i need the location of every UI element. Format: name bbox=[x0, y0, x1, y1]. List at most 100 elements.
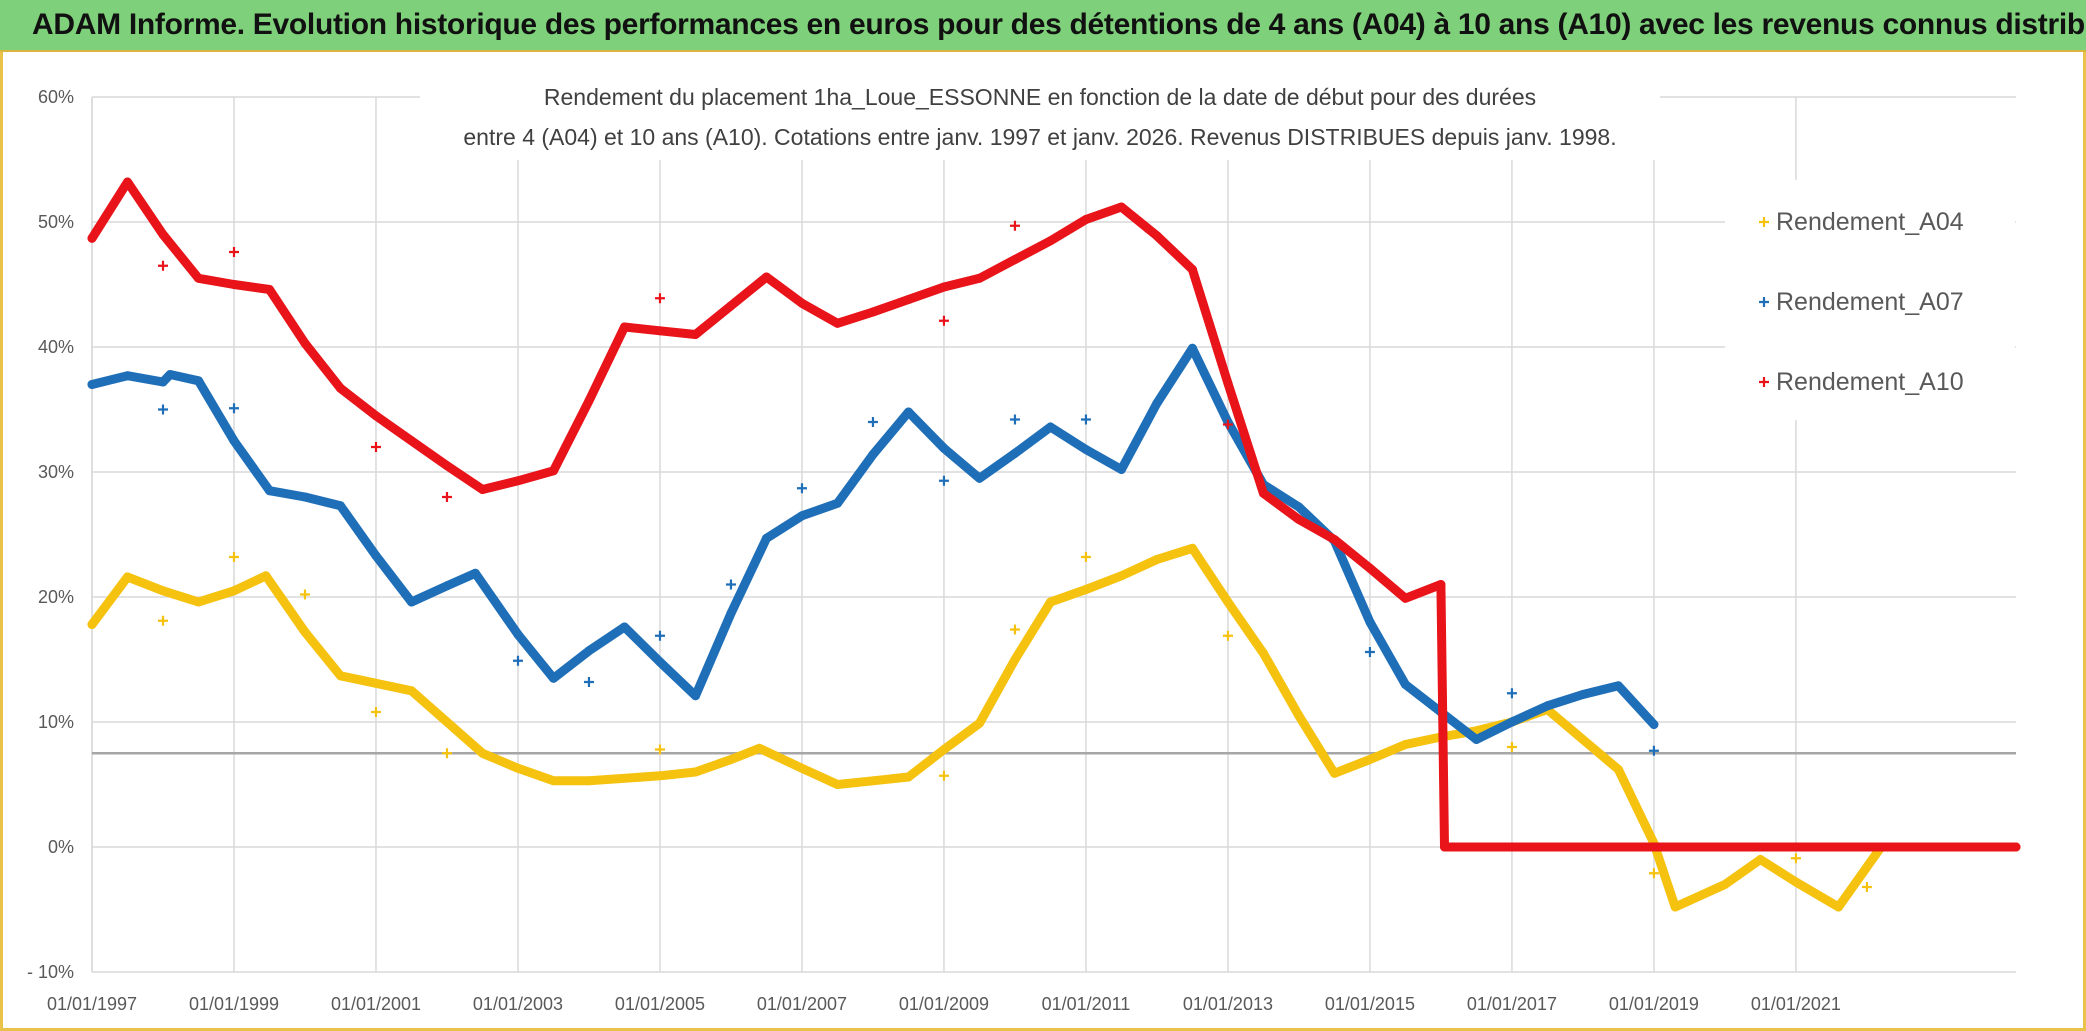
data-point bbox=[1507, 717, 1517, 727]
data-point bbox=[1081, 445, 1091, 454]
data-point bbox=[335, 671, 345, 681]
data-point bbox=[1613, 681, 1623, 691]
legend-label: Rendement_A04 bbox=[1776, 208, 1964, 236]
x-tick-label: 01/01/1999 bbox=[189, 994, 279, 1014]
data-point bbox=[122, 371, 132, 381]
data-point bbox=[1649, 720, 1659, 729]
y-tick-label: 60% bbox=[38, 87, 74, 107]
data-point bbox=[122, 572, 132, 582]
data-point bbox=[1223, 597, 1233, 607]
data-point bbox=[868, 776, 878, 786]
data-point bbox=[832, 498, 842, 508]
data-point bbox=[1436, 580, 1446, 589]
legend-entry[interactable]: Rendement_A07 bbox=[1759, 288, 1964, 316]
legend-marker bbox=[1759, 377, 1769, 387]
legend-label: Rendement_A07 bbox=[1776, 288, 1964, 316]
data-point bbox=[193, 597, 203, 607]
data-point bbox=[1471, 735, 1481, 744]
data-point bbox=[1294, 711, 1304, 721]
outlier-marker bbox=[583, 677, 594, 687]
data-point bbox=[903, 772, 913, 782]
outlier-marker bbox=[441, 748, 452, 759]
data-point bbox=[300, 492, 310, 502]
data-point bbox=[1187, 543, 1197, 553]
outlier-marker bbox=[1790, 853, 1801, 864]
data-point bbox=[193, 376, 203, 386]
data-point bbox=[1439, 842, 1449, 852]
data-point bbox=[1834, 902, 1844, 912]
outlier-marker bbox=[1506, 688, 1517, 699]
outlier-marker bbox=[1506, 742, 1517, 752]
data-point bbox=[1542, 701, 1552, 711]
data-point bbox=[761, 533, 771, 543]
data-point bbox=[371, 678, 381, 688]
data-point bbox=[406, 597, 416, 607]
data-point bbox=[903, 407, 913, 417]
outlier-marker bbox=[299, 589, 310, 600]
data-point bbox=[726, 755, 736, 764]
outlier-marker bbox=[867, 417, 878, 427]
y-axis-ticks: - 10% 0% 10% 20% 30% 40% 50% 60% bbox=[27, 87, 74, 982]
data-point bbox=[264, 486, 274, 496]
data-point bbox=[1187, 265, 1197, 274]
legend-entry[interactable]: Rendement_A04 bbox=[1759, 208, 1964, 236]
outlier-marker bbox=[938, 770, 949, 781]
data-point bbox=[754, 743, 764, 753]
data-point bbox=[726, 301, 736, 311]
legend-label: Rendement_A10 bbox=[1776, 368, 1964, 396]
data-point bbox=[584, 396, 594, 406]
outlier-marker bbox=[1222, 630, 1233, 641]
data-point bbox=[726, 608, 736, 618]
data-point bbox=[371, 551, 381, 561]
data-point bbox=[442, 461, 452, 471]
x-tick-label: 01/01/2003 bbox=[473, 994, 563, 1014]
data-point bbox=[548, 466, 558, 476]
data-point bbox=[261, 571, 271, 581]
legend-box bbox=[1725, 180, 2015, 420]
data-point bbox=[2011, 842, 2021, 852]
x-tick-label: 01/01/2017 bbox=[1467, 994, 1557, 1014]
data-point bbox=[87, 620, 97, 629]
data-point bbox=[868, 307, 878, 317]
y-tick-label: 40% bbox=[38, 337, 74, 357]
data-point bbox=[300, 338, 310, 348]
data-point bbox=[335, 501, 345, 511]
outlier-marker bbox=[157, 404, 168, 415]
data-point bbox=[974, 273, 984, 283]
data-point bbox=[1258, 488, 1268, 498]
data-point bbox=[1365, 755, 1375, 764]
data-point bbox=[974, 718, 984, 728]
x-tick-label: 01/01/2001 bbox=[331, 994, 421, 1014]
data-point bbox=[87, 380, 97, 389]
outlier-marker bbox=[1080, 414, 1091, 425]
data-point bbox=[442, 581, 452, 591]
outlier-marker bbox=[441, 492, 452, 502]
data-point bbox=[832, 318, 842, 328]
chart-title-line-2: entre 4 (A04) et 10 ans (A10). Cotations… bbox=[463, 124, 1616, 150]
data-point bbox=[1223, 378, 1233, 388]
data-point bbox=[1578, 735, 1588, 744]
outlier-marker bbox=[370, 707, 381, 717]
data-point bbox=[165, 370, 175, 379]
data-point bbox=[939, 282, 949, 292]
outlier-marker bbox=[228, 247, 239, 257]
data-point bbox=[158, 377, 168, 387]
data-point bbox=[832, 780, 842, 789]
data-point bbox=[122, 177, 132, 187]
y-tick-label: 0% bbox=[48, 837, 74, 857]
data-point bbox=[193, 273, 203, 283]
data-point bbox=[1116, 571, 1126, 581]
data-point bbox=[619, 622, 629, 632]
outlier-marker bbox=[1861, 882, 1872, 892]
legend[interactable]: Rendement_A04 Rendement_A07 Rendement_A10 bbox=[1725, 180, 2015, 420]
legend-entry[interactable]: Rendement_A10 bbox=[1759, 368, 1964, 396]
legend-marker bbox=[1759, 217, 1769, 227]
data-point bbox=[1365, 617, 1375, 627]
y-tick-label: - 10% bbox=[27, 962, 74, 982]
outlier-marker bbox=[512, 655, 523, 666]
outlier-marker bbox=[370, 442, 381, 452]
data-point bbox=[1045, 236, 1055, 246]
data-point bbox=[158, 586, 168, 596]
data-point bbox=[868, 450, 878, 459]
series-rendement_a04 bbox=[87, 543, 2021, 912]
